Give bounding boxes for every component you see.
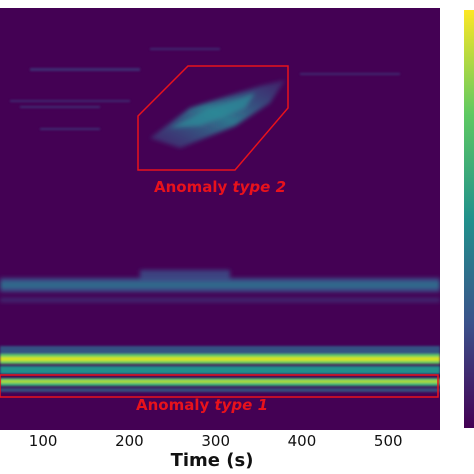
faint-upper-streaks — [10, 48, 400, 130]
anomaly-type-1-box — [0, 374, 439, 398]
colorbar — [464, 10, 474, 428]
anomaly-type-2-box — [137, 65, 289, 171]
x-tick-label: 300 — [201, 432, 230, 450]
x-tick-label: 100 — [28, 432, 58, 450]
anomaly-type-1-label: Anomaly type 1 — [135, 396, 269, 414]
spectrogram-heatmap — [0, 8, 440, 430]
spectrogram-plot — [0, 8, 440, 430]
lower-middle-band — [0, 270, 440, 302]
x-tick-label: 400 — [287, 432, 317, 450]
bottom-strong-band — [0, 346, 440, 392]
anomaly-type-2-label: Anomaly type 2 — [153, 178, 287, 196]
anomaly-type-2-blob — [150, 80, 285, 148]
x-tick-label: 500 — [373, 432, 403, 450]
x-axis-label: Time (s) — [170, 450, 254, 471]
x-tick-label: 200 — [115, 432, 144, 450]
